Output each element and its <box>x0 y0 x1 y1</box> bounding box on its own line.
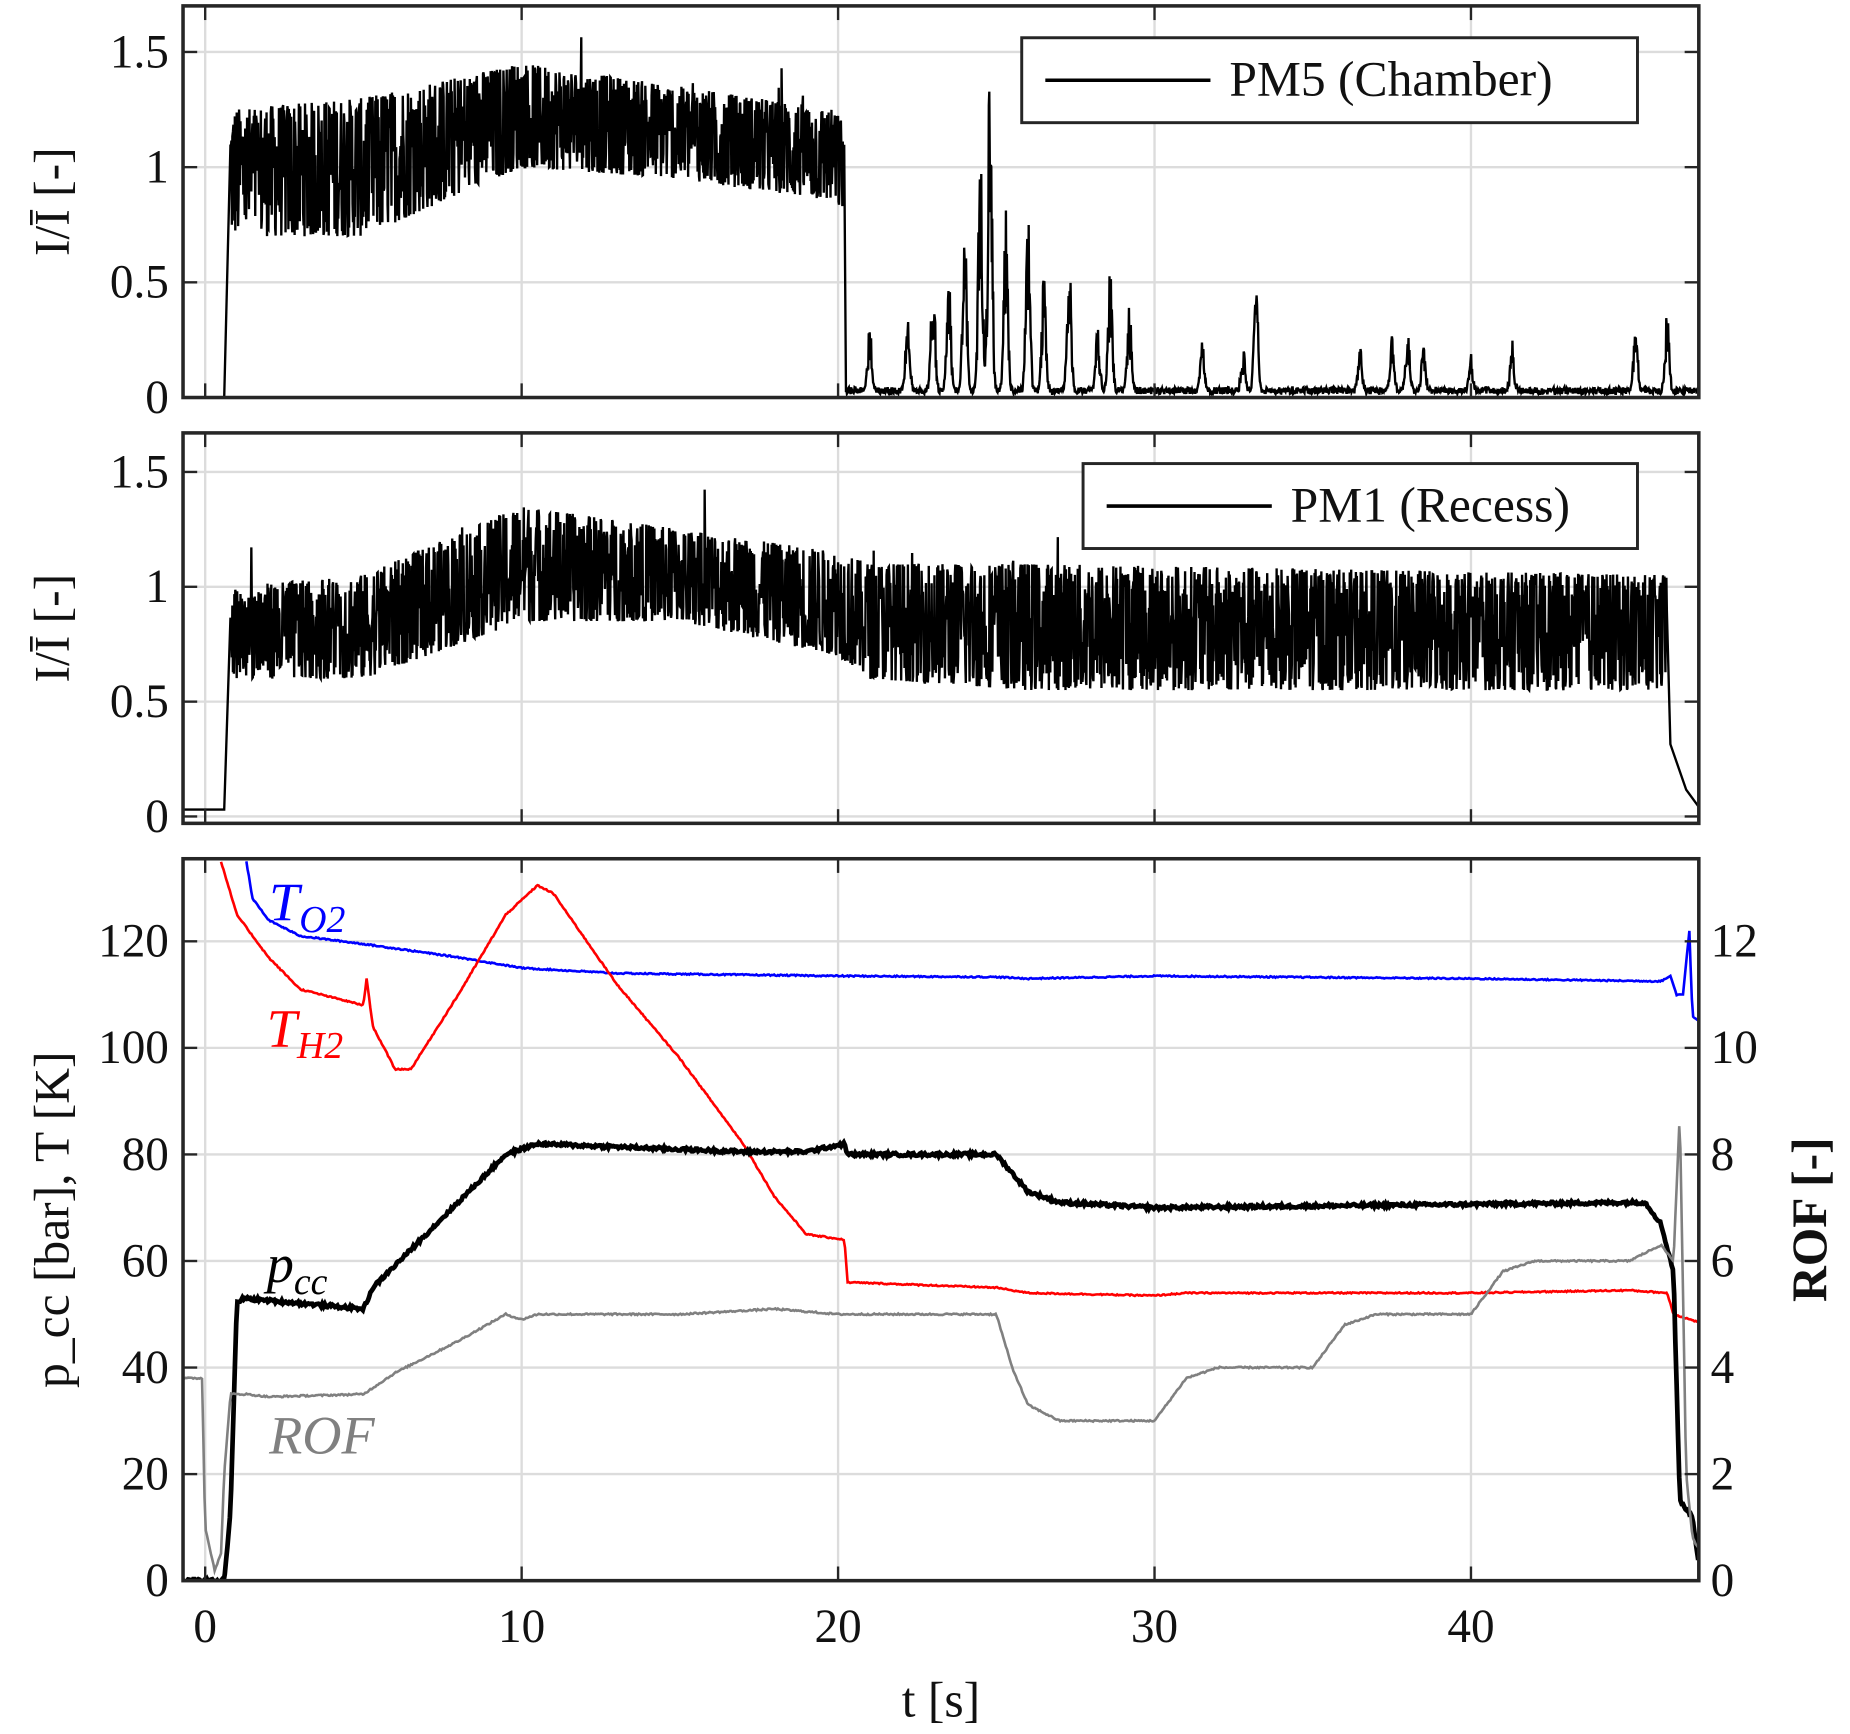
series-label-main: T <box>269 872 303 932</box>
x-tick-label: 10 <box>498 1601 545 1653</box>
series-label-t-o2: TO2 <box>269 872 345 941</box>
x-tick-label: 20 <box>814 1601 861 1653</box>
panel-bottom: 0 10 20 30 40 0 20 40 60 80 100 120 0 2 4 6 8 10 12 p_cc [b… <box>25 856 1837 1727</box>
x-tick-label: 40 <box>1447 1601 1494 1653</box>
y-tick-label: 0 <box>145 372 169 424</box>
y-right-tick-label: 10 <box>1711 1022 1758 1074</box>
plot-area <box>183 861 1699 1581</box>
series-label-p-cc: pcc <box>263 1234 328 1303</box>
y-tick-label: 1.5 <box>110 26 169 78</box>
series-label-main: p <box>263 1234 294 1294</box>
y-tick-label: 40 <box>122 1342 169 1394</box>
legend-label: PM1 (Recess) <box>1291 477 1570 532</box>
y-tick-label: 1.5 <box>110 446 169 498</box>
series-label-t-h2: TH2 <box>267 998 343 1067</box>
y-axis-label: I/Ī [-] <box>25 147 80 256</box>
series-pm1 <box>183 489 1699 811</box>
y-right-tick-label: 2 <box>1711 1448 1735 1500</box>
legend: PM5 (Chamber) <box>1020 36 1639 125</box>
legend: PM1 (Recess) <box>1081 462 1639 550</box>
y-tick-label: 1 <box>145 141 169 193</box>
y-right-tick-label: 6 <box>1711 1235 1735 1287</box>
y-right-axis-label: ROF [-] <box>1782 1137 1837 1302</box>
panel-middle: 0 0.5 1 1.5 I/Ī [-] PM1 (Recess) <box>25 431 1701 843</box>
axes-frame <box>181 4 1701 400</box>
y-right-tick-label: 4 <box>1711 1342 1735 1394</box>
plot-area <box>183 489 1699 811</box>
x-tick-label: 0 <box>193 1601 217 1653</box>
axes-frame <box>181 856 1701 1583</box>
y-tick-label: 0 <box>145 1555 169 1607</box>
series-pm5 <box>183 37 1699 398</box>
y-tick-label: 0 <box>145 791 169 843</box>
series-label-main: ROF <box>268 1405 375 1465</box>
y-right-tick-label: 8 <box>1711 1129 1735 1181</box>
y-tick-label: 0.5 <box>110 257 169 309</box>
series-p-cc <box>183 1137 1699 1581</box>
y-tick-label: 120 <box>98 916 169 968</box>
series-label-main: T <box>267 998 301 1058</box>
y-tick-label: 0.5 <box>110 676 169 728</box>
y-tick-label: 1 <box>145 561 169 613</box>
y-right-tick-label: 12 <box>1711 916 1758 968</box>
series-label-subscript: H2 <box>296 1025 343 1067</box>
axes-frame <box>181 431 1701 826</box>
y-axis-label: p_cc [bar], T [K] <box>25 1051 80 1387</box>
series-label-subscript: cc <box>294 1261 328 1303</box>
x-axis-label: t [s] <box>902 1672 980 1727</box>
series-label-rof: ROF <box>268 1405 375 1465</box>
series-rof <box>183 1126 1699 1576</box>
series-t-o2 <box>245 861 1699 1022</box>
y-tick-label: 20 <box>122 1448 169 1500</box>
y-tick-label: 80 <box>122 1129 169 1181</box>
series-t-h2 <box>219 861 1699 1323</box>
y-tick-label: 100 <box>98 1022 169 1074</box>
legend-label: PM5 (Chamber) <box>1229 52 1552 107</box>
plot-area <box>183 37 1699 398</box>
y-tick-label: 60 <box>122 1235 169 1287</box>
x-tick-label: 30 <box>1131 1601 1178 1653</box>
series-label-subscript: O2 <box>299 899 345 941</box>
y-axis-label: I/Ī [-] <box>25 574 80 683</box>
panel-top: 0 0.5 1 1.5 I/Ī [-] PM5 (Chamber) <box>25 4 1701 424</box>
y-right-tick-label: 0 <box>1711 1555 1735 1607</box>
